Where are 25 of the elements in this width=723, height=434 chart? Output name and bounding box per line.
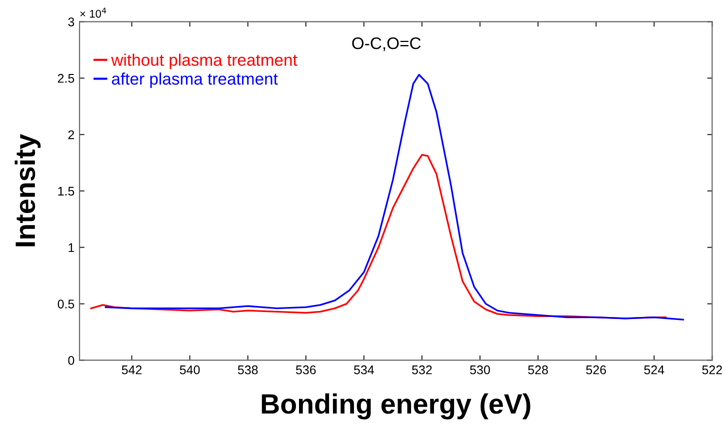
x-tick-label: 530	[470, 365, 490, 374]
x-tick-label: 540	[180, 365, 200, 374]
y-tick-label: 2	[68, 130, 74, 140]
y-tick-label: 2.5	[58, 74, 74, 83]
x-axis-title: Bonding energy (eV)	[262, 393, 530, 420]
y-tick-label: 1	[68, 243, 74, 252]
x-tick-label: 528	[528, 365, 548, 374]
x-tick-label: 534	[354, 365, 374, 374]
legend-label: after plasma treatment	[112, 72, 278, 88]
x-tick-label: 524	[644, 365, 664, 374]
x-tick-label: 532	[412, 365, 432, 374]
x-tick-label: 538	[238, 365, 258, 374]
y-tick-label: 0.5	[58, 300, 74, 308]
x-tick-label: 536	[296, 365, 316, 374]
y-tick-label: 3	[68, 18, 74, 26]
legend-label: without plasma treatment	[111, 54, 298, 70]
y-tick-label: 0	[68, 356, 74, 365]
y-tick-label: 1.5	[58, 186, 74, 196]
text: × 10$^{4}$	[80, 8, 106, 18]
x-tick-label: 542	[122, 365, 142, 374]
line-series	[104, 74, 684, 320]
annotation: O-C,O=C	[352, 37, 421, 52]
x-tick-label: 522	[702, 365, 722, 374]
x-tick-label: 526	[586, 365, 606, 374]
y-axis-title: Intensity	[14, 134, 41, 246]
